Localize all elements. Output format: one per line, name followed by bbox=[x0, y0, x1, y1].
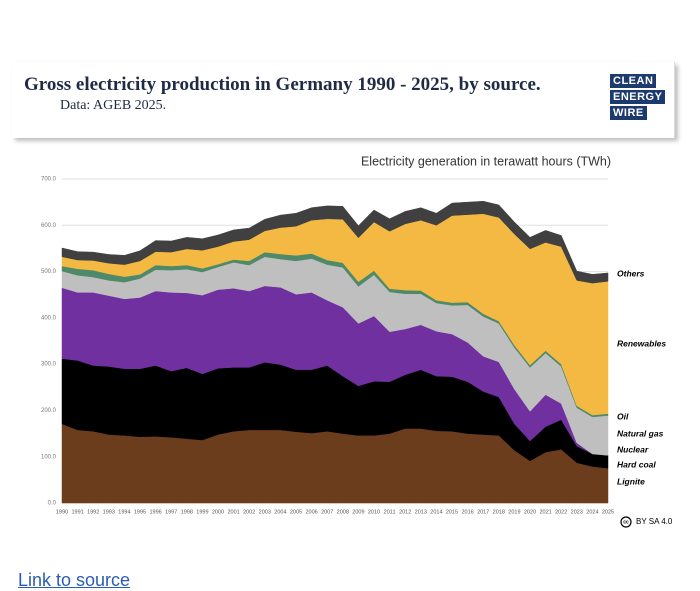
y-tick-label: 600.0 bbox=[41, 223, 57, 229]
header: Gross electricity production in Germany … bbox=[12, 62, 675, 138]
x-tick-label: 2021 bbox=[539, 509, 551, 515]
x-tick-label: 2012 bbox=[399, 509, 411, 515]
y-tick-label: 200.0 bbox=[41, 408, 57, 414]
x-tick-label: 2008 bbox=[337, 509, 349, 515]
x-tick-label: 1996 bbox=[149, 509, 161, 515]
x-tick-label: 2006 bbox=[305, 509, 317, 515]
x-tick-label: 2000 bbox=[212, 509, 224, 515]
legend-label: Lignite bbox=[617, 476, 645, 486]
subtitle: Data: AGEB 2025. bbox=[60, 98, 167, 113]
logo-word: CLEAN bbox=[610, 74, 657, 88]
chart-title: Electricity generation in terawatt hours… bbox=[361, 154, 611, 168]
x-tick-label: 1990 bbox=[56, 509, 68, 515]
x-tick-label: 1992 bbox=[87, 509, 99, 515]
legend-label: Others bbox=[617, 268, 645, 278]
cc-icon-text: cc bbox=[623, 519, 629, 525]
license: BY SA 4.0 bbox=[636, 517, 673, 526]
cc-icon bbox=[620, 516, 632, 528]
x-tick-label: 2002 bbox=[243, 509, 255, 515]
x-tick-label: 1994 bbox=[118, 509, 130, 515]
x-tick-label: 2024 bbox=[586, 509, 598, 515]
y-tick-label: 700.0 bbox=[41, 177, 57, 183]
x-tick-label: 2007 bbox=[321, 509, 333, 515]
legend-label: Hard coal bbox=[617, 459, 656, 469]
x-tick-label: 1997 bbox=[165, 509, 177, 515]
x-tick-label: 2015 bbox=[446, 509, 458, 515]
area bbox=[61, 200, 609, 284]
y-tick-label: 0.0 bbox=[48, 501, 57, 507]
x-tick-label: 2013 bbox=[415, 509, 427, 515]
x-tick-label: 1993 bbox=[103, 509, 115, 515]
x-tick-label: 1995 bbox=[134, 509, 146, 515]
logo: CLEAN ENERGY WIRE bbox=[610, 74, 666, 122]
x-tick-label: 1991 bbox=[71, 509, 83, 515]
legend-label: Natural gas bbox=[617, 428, 664, 438]
x-tick-label: 2003 bbox=[259, 509, 271, 515]
x-tick-label: 1999 bbox=[196, 509, 208, 515]
x-tick-label: 2016 bbox=[461, 509, 473, 515]
x-tick-label: 2009 bbox=[352, 509, 364, 515]
logo-word: ENERGY bbox=[610, 90, 666, 104]
link[interactable]: Link to source bbox=[18, 570, 131, 590]
legend-label: Oil bbox=[617, 411, 629, 421]
title: Gross electricity production in Germany … bbox=[24, 74, 541, 95]
x-tick-label: 1998 bbox=[181, 509, 193, 515]
y-tick-label: 300.0 bbox=[41, 362, 57, 368]
x-tick-label: 2004 bbox=[274, 509, 286, 515]
y-tick-label: 500.0 bbox=[41, 269, 57, 275]
x-tick-label: 2023 bbox=[571, 509, 583, 515]
x-tick-label: 2022 bbox=[555, 509, 567, 515]
x-tick-label: 2018 bbox=[493, 509, 505, 515]
chart: Electricity generation in terawatt hours… bbox=[41, 154, 673, 528]
legend-label: Renewables bbox=[617, 338, 666, 348]
logo-word: WIRE bbox=[610, 106, 647, 120]
y-tick-label: 100.0 bbox=[41, 454, 57, 460]
x-tick-label: 2019 bbox=[508, 509, 520, 515]
x-tick-label: 2011 bbox=[384, 509, 396, 515]
legend-label: Nuclear bbox=[617, 444, 649, 454]
x-tick-label: 2014 bbox=[430, 509, 442, 515]
x-tick-label: 2001 bbox=[227, 509, 239, 515]
x-tick-label: 2025 bbox=[602, 509, 614, 515]
x-tick-label: 2020 bbox=[524, 509, 536, 515]
x-tick-label: 2017 bbox=[477, 509, 489, 515]
x-tick-label: 2005 bbox=[290, 509, 302, 515]
x-tick-label: 2010 bbox=[368, 509, 380, 515]
y-tick-label: 400.0 bbox=[41, 315, 57, 321]
